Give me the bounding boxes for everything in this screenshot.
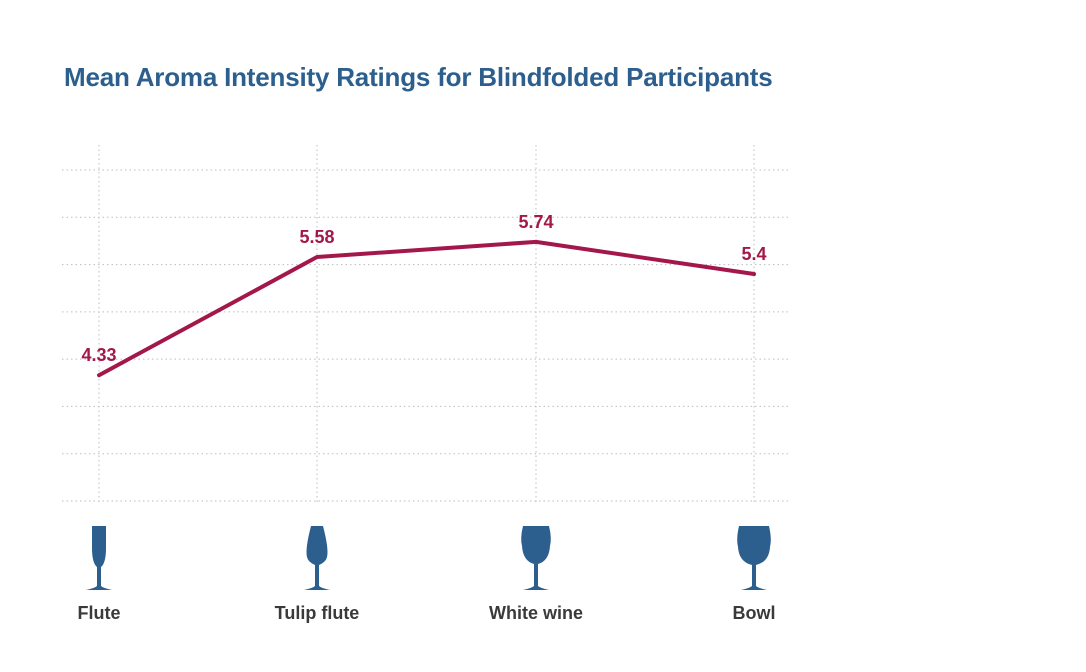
glass-icons	[86, 526, 771, 590]
data-label: 4.33	[81, 345, 116, 365]
data-label: 5.4	[741, 244, 766, 264]
x-tick-label: White wine	[489, 603, 583, 623]
series-line	[99, 242, 754, 375]
data-labels: 4.33 5.58 5.74 5.4	[81, 212, 766, 365]
x-tick-labels: Flute Tulip flute White wine Bowl	[78, 603, 776, 623]
x-tick-label: Flute	[78, 603, 121, 623]
x-tick-label: Bowl	[733, 603, 776, 623]
vertical-gridlines	[99, 145, 754, 505]
data-label: 5.58	[299, 227, 334, 247]
tulip-flute-glass-icon	[304, 526, 330, 590]
white-wine-glass-icon	[521, 526, 551, 590]
x-tick-label: Tulip flute	[275, 603, 360, 623]
data-label: 5.74	[518, 212, 553, 232]
flute-glass-icon	[86, 526, 112, 590]
line-chart: 4.33 5.58 5.74 5.4 Flute Tulip flute White wi…	[0, 0, 1086, 672]
bowl-glass-icon	[737, 526, 771, 590]
